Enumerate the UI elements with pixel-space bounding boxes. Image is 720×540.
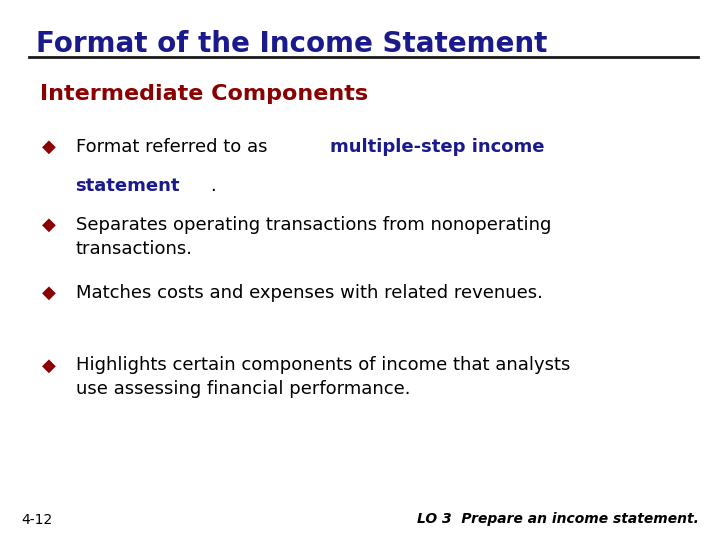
Text: 4-12: 4-12	[22, 512, 53, 526]
Text: LO 3  Prepare an income statement.: LO 3 Prepare an income statement.	[417, 512, 698, 526]
Text: ◆: ◆	[42, 356, 56, 374]
Text: ◆: ◆	[42, 216, 56, 234]
Text: Format referred to as: Format referred to as	[76, 138, 273, 156]
Text: statement: statement	[76, 177, 180, 194]
Text: ◆: ◆	[42, 284, 56, 301]
Text: Separates operating transactions from nonoperating
transactions.: Separates operating transactions from no…	[76, 216, 551, 258]
Text: Matches costs and expenses with related revenues.: Matches costs and expenses with related …	[76, 284, 542, 301]
Text: multiple-step income: multiple-step income	[330, 138, 544, 156]
Text: Format of the Income Statement: Format of the Income Statement	[36, 30, 547, 58]
Text: Highlights certain components of income that analysts
use assessing financial pe: Highlights certain components of income …	[76, 356, 570, 398]
Text: .: .	[210, 177, 216, 194]
Text: Intermediate Components: Intermediate Components	[40, 84, 368, 104]
Text: ◆: ◆	[42, 138, 56, 156]
